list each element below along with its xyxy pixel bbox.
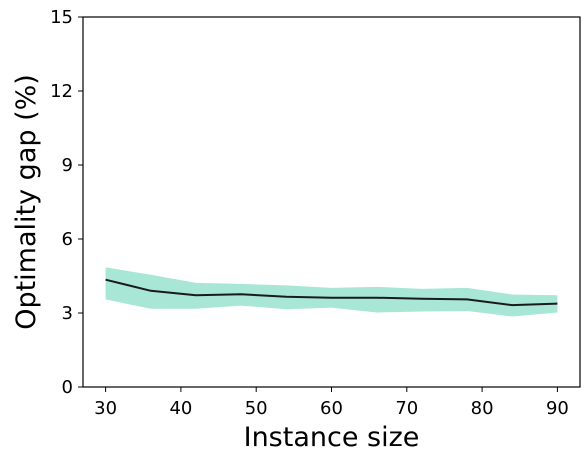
y-tick-label: 6 — [62, 229, 73, 250]
x-tick-label: 40 — [169, 398, 192, 419]
x-tick-label: 30 — [94, 398, 117, 419]
series-line-0 — [105, 278, 558, 307]
y-tick-label: 12 — [50, 81, 73, 102]
x-tick-label: 80 — [471, 398, 494, 419]
x-tick-label: 50 — [245, 398, 268, 419]
x-tick-label: 60 — [320, 398, 343, 419]
y-tick-label: 15 — [50, 7, 73, 28]
x-ticks: 30 40 50 60 70 80 90 — [94, 387, 569, 419]
plot-frame — [82, 16, 581, 388]
series-line-layer — [105, 278, 558, 307]
y-tick-label: 9 — [62, 155, 73, 176]
x-tick-label: 70 — [395, 398, 418, 419]
x-axis-label: Instance size — [244, 422, 420, 453]
y-ticks: 0 3 6 9 12 15 — [50, 7, 83, 398]
confidence-band-layer — [105, 267, 558, 317]
y-tick-label: 3 — [62, 303, 73, 324]
x-tick-label: 90 — [546, 398, 569, 419]
y-axis-label: Optimality gap (%) — [11, 74, 42, 330]
y-tick-label: 0 — [62, 377, 73, 398]
confidence-band-0 — [105, 267, 558, 317]
